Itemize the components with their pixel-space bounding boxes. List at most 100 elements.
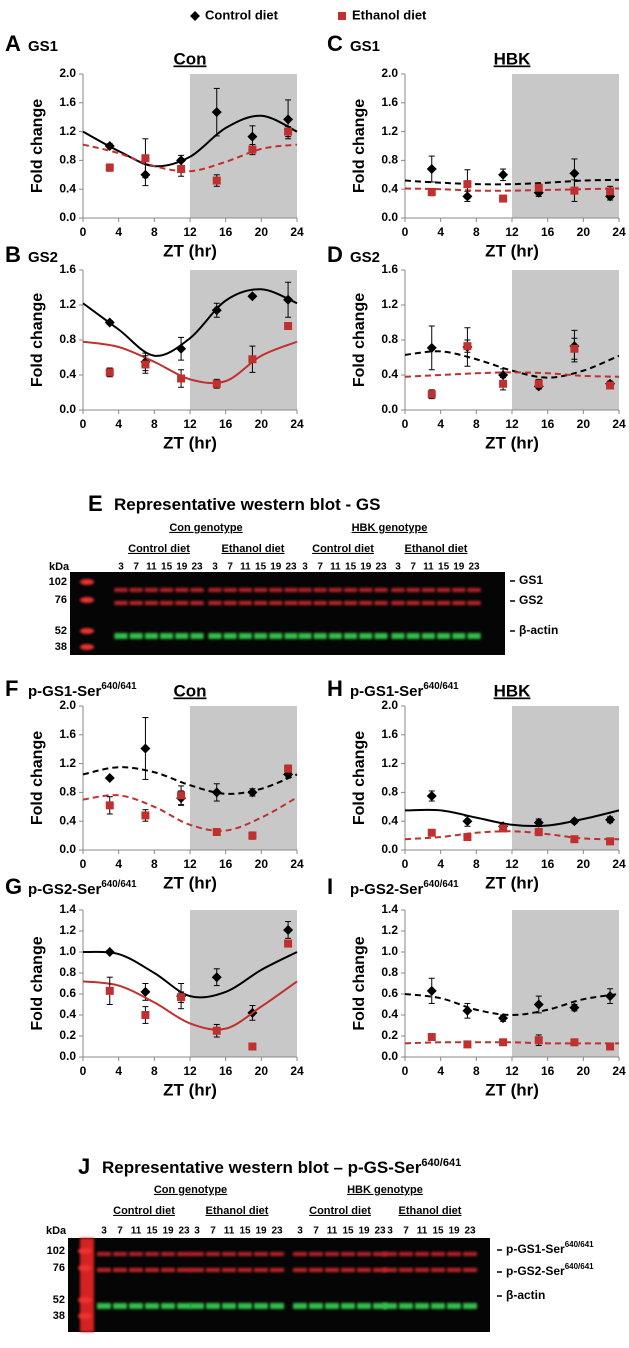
red-band [313,588,327,592]
panel-title: p-GS2-Ser640/641 [28,879,137,898]
data-point [534,183,543,192]
y-tick-label: 1.2 [59,124,76,138]
legend-label: Ethanol diet [352,7,427,22]
unit-label: kDa [46,1225,67,1237]
panel-title: Representative western blot - GS [114,495,380,514]
title-superscript: 640/641 [101,879,137,890]
red-band [344,588,358,592]
data-point [212,1026,221,1035]
dark-phase [512,706,619,850]
diet-label: Ethanol diet [222,543,285,555]
band-name: β-actin [506,1288,545,1302]
red-band [298,588,312,592]
red-band [129,588,143,592]
data-point [498,1013,509,1024]
x-tick-label: 12 [183,857,197,871]
y-axis-label: Fold change [351,936,368,1030]
green-band [175,633,189,639]
red-band [269,601,283,605]
y-tick-label: 0.4 [381,813,398,827]
y-tick-label: 0.4 [381,181,398,195]
lane-label: 11 [423,562,434,573]
y-tick-label: 0.8 [59,153,76,167]
red-band [114,601,128,605]
red-band [325,1268,339,1272]
red-band [222,1268,236,1272]
data-point [105,368,114,377]
y-tick-label: 0.4 [59,1007,76,1021]
title-superscript: 640/641 [101,681,137,692]
green-band [328,633,342,639]
green-band [298,633,312,639]
y-tick-label: 1.4 [59,902,76,916]
red-band [269,588,283,592]
y-tick-label: 0.6 [59,986,76,1000]
data-point [606,187,615,196]
marker-label: 38 [55,641,67,653]
lane-label: 23 [191,562,203,573]
y-axis-label: Fold change [351,731,368,825]
data-point [463,833,472,842]
x-tick-label: 20 [255,857,269,871]
fit-curve [82,980,298,1031]
x-tick-label: 12 [505,225,519,239]
green-band [270,1303,284,1309]
data-point [606,837,615,846]
data-point [606,1042,615,1051]
red-band [97,1252,111,1256]
red-band [437,601,451,605]
data-point [605,814,616,825]
x-tick-label: 8 [151,417,158,431]
x-tick-label: 24 [612,225,626,239]
x-tick-label: 8 [473,857,480,871]
data-point [499,379,508,388]
lane-label: 3 [387,1226,393,1237]
panel-letter: C [327,31,343,56]
lane-label: 7 [403,1226,409,1237]
red-band [161,1252,175,1256]
y-tick-label: 0.4 [381,1007,398,1021]
band-name: GS2 [519,593,543,607]
data-point [105,163,114,172]
lane-label: 19 [162,1226,174,1237]
red-band [270,1268,284,1272]
title-text: p-GS1-Ser [350,683,424,700]
x-tick-label: 24 [290,857,304,871]
title-text: Representative western blot - GS [114,495,380,514]
y-tick-label: 0.8 [59,332,76,346]
red-band [298,601,312,605]
y-tick-label: 0.2 [381,1028,398,1042]
lane-label: 7 [313,1226,319,1237]
band-superscript: 640/641 [565,1240,594,1249]
marker-label: 52 [53,1294,65,1306]
red-band [177,1252,191,1256]
red-band [129,1252,143,1256]
red-band [399,1252,413,1256]
x-tick-label: 4 [115,225,122,239]
y-tick-label: 0.0 [381,402,398,416]
y-axis-label: Fold change [29,936,46,1030]
data-point [105,801,114,810]
data-point [534,828,543,836]
red-band [431,1268,445,1272]
red-band [129,1268,143,1272]
panel-title: Representative western blot – p-GS-Ser64… [102,1157,461,1178]
x-tick-label: 8 [151,1064,158,1078]
green-band [144,633,158,639]
data-point [104,773,115,783]
x-tick-label: 0 [80,225,87,239]
green-band [113,1303,127,1309]
y-axis-label: Fold change [29,731,46,825]
panel-title: GS2 [350,249,380,266]
red-band [421,588,435,592]
band-label: p-GS2-Ser640/641 [506,1262,594,1278]
data-point [248,831,257,840]
x-tick-label: 24 [612,857,626,871]
red-band [341,1252,355,1256]
x-tick-label: 8 [473,417,480,431]
red-band [238,1252,252,1256]
x-tick-label: 20 [577,225,591,239]
marker-label: 76 [53,1262,65,1274]
marker-label: 76 [55,594,67,606]
red-band [238,601,252,605]
